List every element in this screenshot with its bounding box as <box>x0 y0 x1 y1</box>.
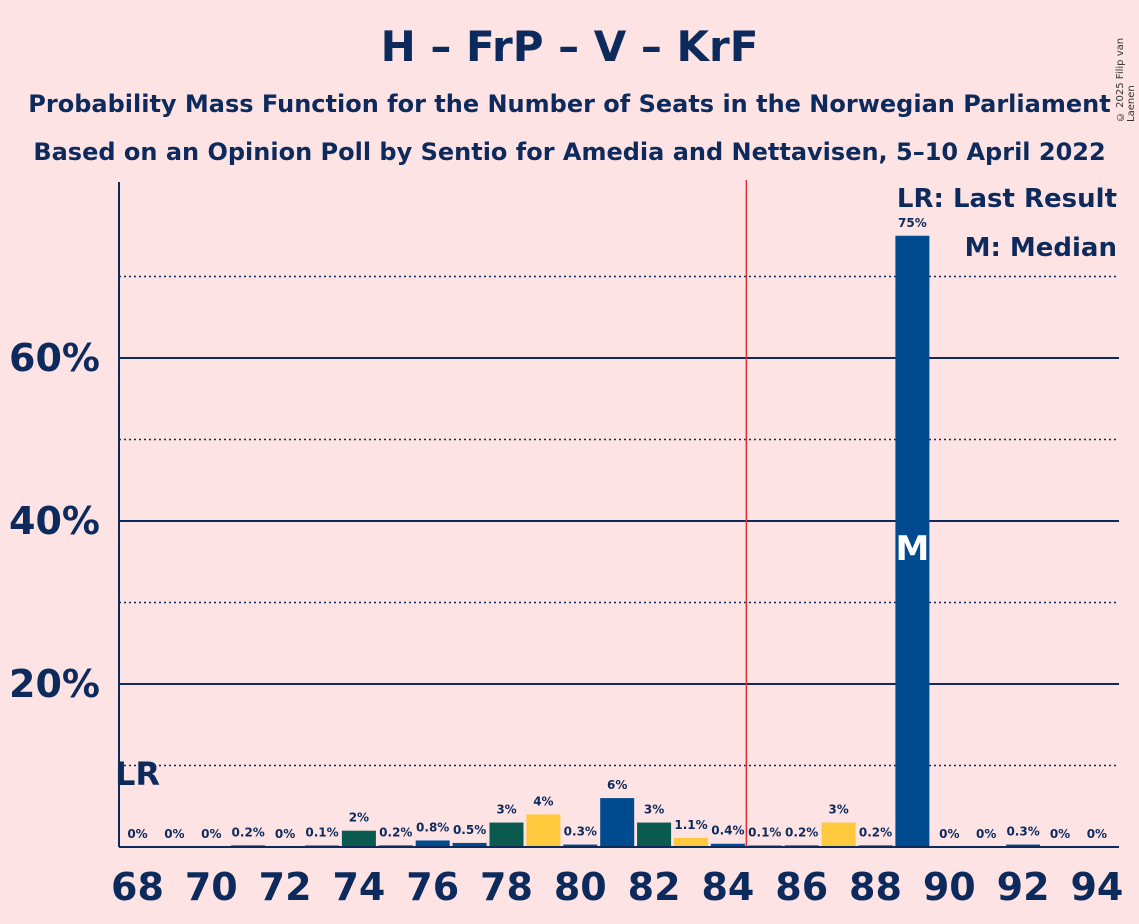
bar-seat-83 <box>674 838 708 847</box>
x-tick-label: 76 <box>406 865 459 909</box>
data-label: 0.2% <box>859 825 892 839</box>
legend-median: M: Median <box>964 233 1117 263</box>
x-tick-label: 86 <box>775 865 828 909</box>
data-label: 6% <box>607 778 627 792</box>
chart-subtitle: Probability Mass Function for the Number… <box>28 90 1111 118</box>
data-label: 0.5% <box>453 823 486 837</box>
data-label: 0.1% <box>748 826 781 840</box>
x-tick-label: 88 <box>849 865 902 909</box>
bar-seat-92 <box>1006 844 1041 847</box>
data-label: 0.3% <box>564 825 597 839</box>
data-label: 0% <box>275 827 295 841</box>
bar-seat-79 <box>526 814 561 847</box>
data-label: 3% <box>828 803 848 817</box>
bar-seat-81 <box>600 798 635 847</box>
data-label: 0% <box>127 827 147 841</box>
x-tick-label: 82 <box>628 865 681 909</box>
x-tick-label: 68 <box>111 865 164 909</box>
data-label: 0.4% <box>711 824 744 838</box>
x-tick-label: 94 <box>1070 865 1123 909</box>
x-tick-label: 72 <box>259 865 312 909</box>
data-label: 0.2% <box>785 825 818 839</box>
data-label: 0% <box>939 827 959 841</box>
x-tick-label: 70 <box>185 865 238 909</box>
data-label: 0.3% <box>1006 825 1039 839</box>
x-tick-label: 78 <box>480 865 533 909</box>
chart-title: H – FrP – V – KrF <box>380 22 759 71</box>
chart-subtitle-source: Based on an Opinion Poll by Sentio for A… <box>33 138 1106 166</box>
y-tick-label: 20% <box>9 662 100 706</box>
bar-seat-74 <box>341 830 376 847</box>
bar-seat-84 <box>710 843 745 847</box>
legend-last-result: LR: Last Result <box>896 184 1117 214</box>
data-label: 0.1% <box>305 826 338 840</box>
data-label: 4% <box>533 794 553 808</box>
x-tick-label: 92 <box>997 865 1050 909</box>
data-label: 1.1% <box>674 818 707 832</box>
data-label: 0% <box>1050 827 1070 841</box>
data-label: 75% <box>898 216 927 230</box>
median-marker: M <box>895 529 929 569</box>
data-label: 0.8% <box>416 820 449 834</box>
data-label: 2% <box>349 811 369 825</box>
data-label: 0.2% <box>232 825 265 839</box>
data-label: 0.2% <box>379 825 412 839</box>
data-label: 0% <box>1087 827 1107 841</box>
data-label: 0% <box>201 827 221 841</box>
bar-seat-78 <box>489 822 524 847</box>
data-label: 3% <box>496 803 516 817</box>
y-tick-label: 60% <box>9 336 100 380</box>
bar-seat-76 <box>415 840 450 847</box>
x-tick-label: 90 <box>923 865 976 909</box>
y-tick-label: 40% <box>9 499 100 543</box>
data-label: 0% <box>976 827 996 841</box>
x-tick-label: 74 <box>332 865 385 909</box>
last-result-marker: LR <box>115 755 160 793</box>
bar-seat-82 <box>637 822 672 847</box>
data-label: 3% <box>644 803 664 817</box>
bar-seat-80 <box>563 844 598 847</box>
x-tick-label: 84 <box>701 865 754 909</box>
bar-seat-87 <box>821 822 856 847</box>
x-tick-label: 80 <box>554 865 607 909</box>
bar-seat-77 <box>452 842 487 847</box>
bar-seat-89 <box>895 235 930 847</box>
data-label: 0% <box>164 827 184 841</box>
